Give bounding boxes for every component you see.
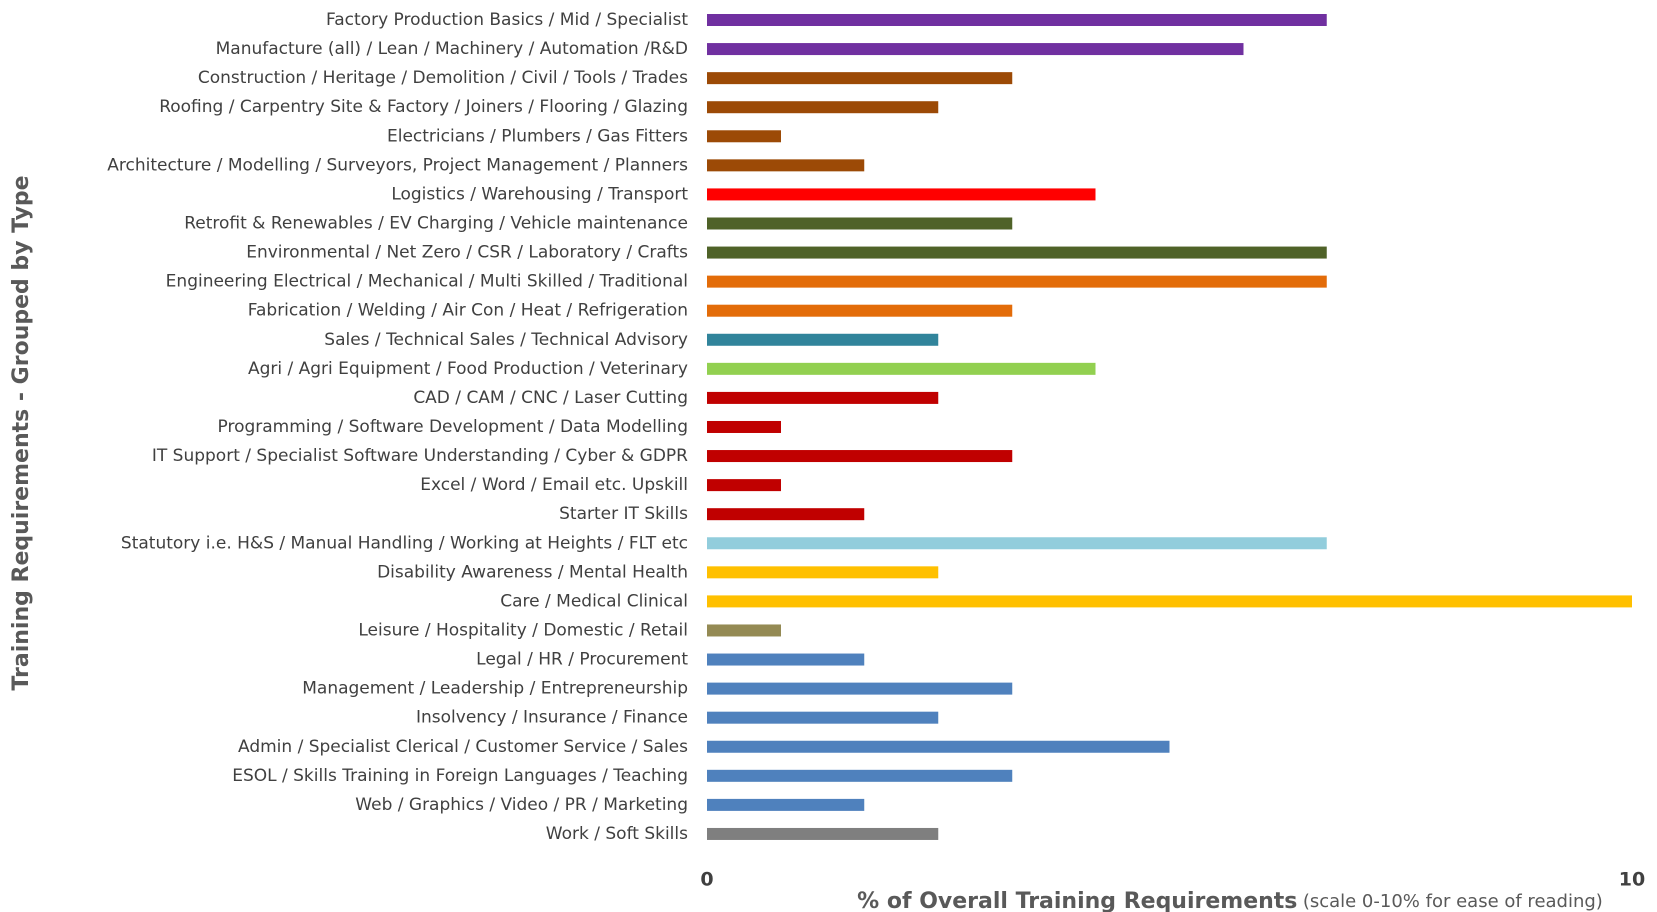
y-tick-label: Admin / Specialist Clerical / Customer S… [238, 737, 688, 757]
bar [707, 333, 939, 346]
y-tick-label: Logistics / Warehousing / Transport [391, 184, 688, 204]
bar [707, 798, 865, 811]
bar [707, 537, 1327, 550]
y-tick-label: Agri / Agri Equipment / Food Production … [248, 359, 688, 379]
y-tick-label: Sales / Technical Sales / Technical Advi… [324, 330, 688, 350]
bar [707, 595, 1632, 608]
bar [707, 246, 1327, 259]
bar [707, 508, 865, 521]
y-tick-label: Retrofit & Renewables / EV Charging / Ve… [184, 213, 688, 233]
bar [707, 450, 1013, 463]
y-tick-label: Manufacture (all) / Lean / Machinery / A… [216, 39, 688, 59]
x-axis-title-note: (scale 0-10% for ease of reading) [1303, 891, 1603, 912]
y-tick-label: Engineering Electrical / Mechanical / Mu… [166, 272, 688, 292]
y-tick-label: CAD / CAM / CNC / Laser Cutting [413, 388, 688, 408]
bar [707, 827, 939, 840]
y-tick-label: Factory Production Basics / Mid / Specia… [326, 10, 688, 30]
y-tick-label: Roofing / Carpentry Site & Factory / Joi… [159, 97, 688, 117]
y-tick-label: IT Support / Specialist Software Underst… [152, 446, 688, 466]
y-tick-label: Disability Awareness / Mental Health [377, 562, 688, 582]
y-tick-label: Management / Leadership / Entrepreneursh… [302, 679, 688, 699]
bar [707, 217, 1013, 230]
y-tick-label: Starter IT Skills [559, 504, 688, 524]
bar [707, 769, 1013, 782]
bar [707, 304, 1013, 317]
bar [707, 14, 1327, 26]
bar [707, 624, 781, 637]
x-axis-title-main: % of Overall Training Requirements [857, 889, 1297, 912]
bar [707, 43, 1244, 56]
x-tick-label: 10 [1619, 869, 1645, 891]
y-tick-label: Programming / Software Development / Dat… [218, 417, 688, 437]
bar [707, 72, 1013, 85]
y-tick-label: Leisure / Hospitality / Domestic / Retai… [358, 620, 688, 640]
bar [707, 711, 939, 724]
y-tick-label: Work / Soft Skills [546, 824, 688, 844]
bar [707, 653, 865, 666]
bar [707, 479, 781, 492]
bar [707, 362, 1096, 375]
y-tick-label: Excel / Word / Email etc. Upskill [420, 475, 688, 495]
y-tick-label: Statutory i.e. H&S / Manual Handling / W… [121, 533, 688, 553]
x-tick-label: 0 [700, 869, 713, 891]
y-tick-label: Construction / Heritage / Demolition / C… [198, 68, 688, 88]
bar [707, 275, 1327, 288]
y-tick-label: Electricians / Plumbers / Gas Fitters [387, 126, 688, 146]
bar [707, 130, 781, 143]
bar [707, 420, 781, 433]
y-tick-label: Architecture / Modelling / Surveyors, Pr… [107, 155, 688, 175]
y-tick-label: Care / Medical Clinical [500, 591, 688, 611]
y-tick-label: Legal / HR / Procurement [476, 650, 688, 670]
bar [707, 566, 939, 579]
bar [707, 159, 865, 172]
bar [707, 101, 939, 114]
bar [707, 188, 1096, 201]
y-tick-label: Environmental / Net Zero / CSR / Laborat… [246, 243, 688, 263]
bar [707, 682, 1013, 695]
y-axis-title: Training Requirements - Grouped by Type [9, 175, 34, 690]
bar [707, 391, 939, 404]
y-tick-label: Fabrication / Welding / Air Con / Heat /… [248, 301, 688, 321]
y-tick-label: Insolvency / Insurance / Finance [416, 708, 688, 728]
bar [707, 740, 1170, 753]
x-axis-title: % of Overall Training Requirements (scal… [857, 889, 1603, 912]
y-tick-label: ESOL / Skills Training in Foreign Langua… [232, 766, 688, 786]
y-tick-label: Web / Graphics / Video / PR / Marketing [355, 795, 688, 815]
